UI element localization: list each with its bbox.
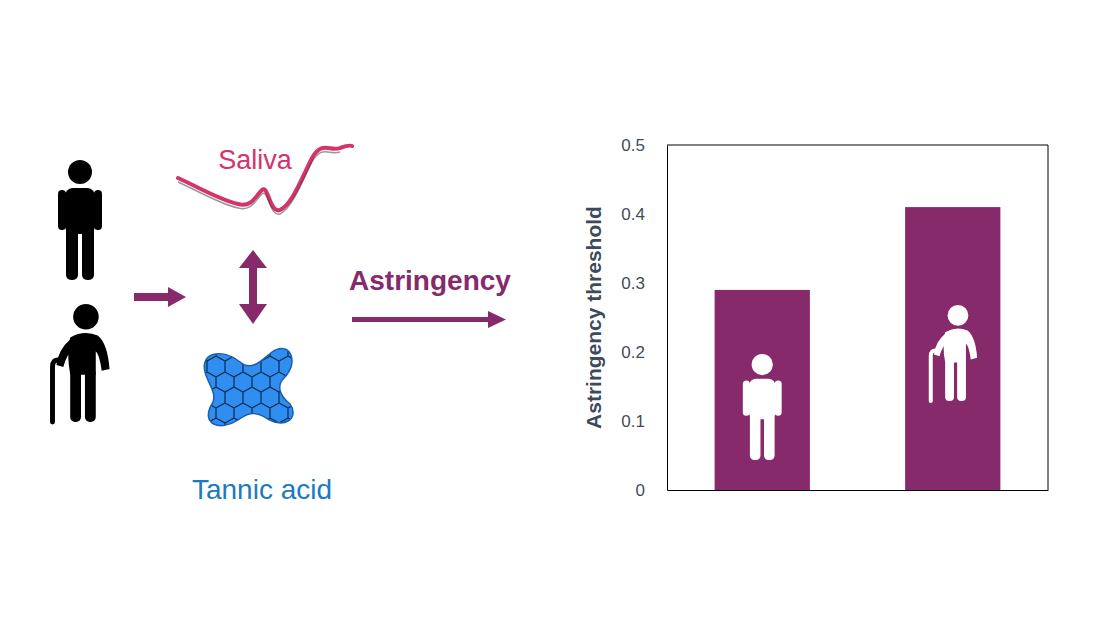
icon-cane — [53, 360, 60, 422]
person-icon — [743, 354, 782, 460]
y-tick-label: 0.1 — [621, 412, 645, 431]
bars — [715, 207, 1001, 490]
icon-head — [73, 304, 99, 330]
y-tick-label: 0 — [636, 481, 645, 500]
icon-leg — [66, 224, 78, 280]
y-tick-label: 0.4 — [621, 205, 645, 224]
icon-arm — [743, 381, 750, 416]
arrow-head — [239, 250, 267, 268]
elderly-icon — [931, 305, 977, 401]
graphical-abstract: Saliva Astringency Tannic acid 0 0.1 0.2 0.3 0.… — [0, 0, 1100, 619]
bar — [905, 207, 1000, 490]
icon-arm — [934, 334, 948, 356]
icon-leg — [85, 369, 96, 422]
arrow — [352, 317, 490, 322]
icon-head — [948, 305, 969, 326]
arrow-head — [168, 287, 186, 307]
icon-leg — [957, 358, 966, 401]
saliva-wave — [178, 146, 352, 211]
x-axis-line — [668, 490, 1049, 491]
double-arrow — [249, 262, 257, 310]
y-tick-label: 0.2 — [621, 343, 645, 362]
icon-arm — [58, 190, 66, 230]
y-tick: 0.3 — [621, 274, 667, 293]
y-axis: 0 0.1 0.2 0.3 0.4 0.5 — [621, 136, 667, 500]
y-tick-label: 0.5 — [621, 136, 645, 155]
icon-arm — [56, 339, 74, 367]
elderly-icon — [53, 304, 110, 422]
y-axis-line — [667, 146, 668, 491]
y-tick: 0.4 — [621, 205, 667, 224]
annotation: Tannic acid — [192, 474, 332, 505]
bar-icons — [743, 305, 977, 460]
y-tick: 0.1 — [621, 412, 667, 431]
icon-arm — [775, 381, 782, 416]
icon-leg — [945, 358, 954, 401]
icon-leg — [750, 411, 761, 460]
y-tick: 0.5 — [621, 136, 667, 155]
icon-cane — [931, 351, 937, 401]
arrow-head — [488, 311, 506, 328]
tannic-acid-molecule — [204, 349, 293, 426]
y-tick-label: 0.3 — [621, 274, 645, 293]
arrow — [134, 293, 170, 301]
arrow-head — [239, 304, 267, 324]
icon-leg — [70, 369, 81, 422]
annotation: Astringency — [349, 265, 511, 296]
y-tick: 0.2 — [621, 343, 667, 362]
bar — [715, 290, 810, 490]
person-icon — [58, 160, 102, 280]
icon-body — [68, 333, 109, 375]
annotation: Saliva — [218, 145, 293, 175]
y-axis-title: Astringency threshold — [582, 206, 605, 429]
icon-leg — [764, 411, 775, 460]
plot-frame — [667, 145, 1048, 490]
icon-arm — [94, 190, 102, 230]
icon-head — [68, 160, 92, 184]
icon-body — [944, 329, 978, 363]
icon-head — [752, 354, 773, 375]
icon-leg — [82, 224, 94, 280]
y-tick: 0 — [636, 481, 667, 500]
